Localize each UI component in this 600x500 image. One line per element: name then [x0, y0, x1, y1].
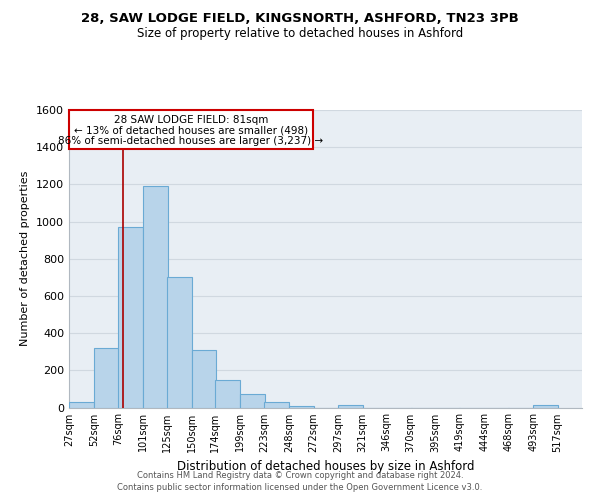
- Text: Contains HM Land Registry data © Crown copyright and database right 2024.
Contai: Contains HM Land Registry data © Crown c…: [118, 471, 482, 492]
- Bar: [69, 402, 94, 407]
- Bar: [167, 278, 191, 407]
- Bar: [533, 404, 558, 407]
- Bar: [191, 350, 217, 408]
- Text: ← 13% of detached houses are smaller (498): ← 13% of detached houses are smaller (49…: [74, 126, 308, 136]
- Bar: [338, 404, 363, 407]
- Text: 28, SAW LODGE FIELD, KINGSNORTH, ASHFORD, TN23 3PB: 28, SAW LODGE FIELD, KINGSNORTH, ASHFORD…: [81, 12, 519, 26]
- Bar: [94, 348, 119, 408]
- Y-axis label: Number of detached properties: Number of detached properties: [20, 171, 31, 346]
- FancyBboxPatch shape: [69, 110, 313, 149]
- Text: 86% of semi-detached houses are larger (3,237) →: 86% of semi-detached houses are larger (…: [58, 136, 323, 145]
- Bar: [143, 186, 167, 408]
- Bar: [215, 380, 241, 407]
- Bar: [241, 394, 265, 407]
- Bar: [118, 227, 143, 408]
- Text: 28 SAW LODGE FIELD: 81sqm: 28 SAW LODGE FIELD: 81sqm: [114, 115, 268, 125]
- X-axis label: Distribution of detached houses by size in Ashford: Distribution of detached houses by size …: [177, 460, 474, 473]
- Bar: [289, 406, 314, 407]
- Bar: [264, 402, 289, 407]
- Text: Size of property relative to detached houses in Ashford: Size of property relative to detached ho…: [137, 28, 463, 40]
